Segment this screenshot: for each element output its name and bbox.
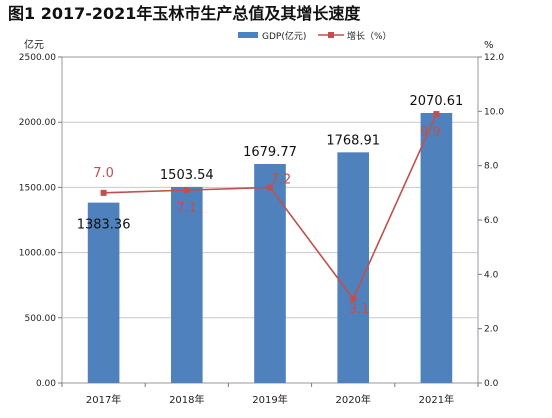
left-tick-label: 1500.00 xyxy=(19,183,56,193)
growth-point-label: 9.9 xyxy=(420,125,441,140)
growth-point xyxy=(433,111,440,118)
x-tick-label: 2018年 xyxy=(169,393,204,406)
right-axis-unit: % xyxy=(484,40,494,51)
gdp-bar-label: 1768.91 xyxy=(326,133,380,148)
growth-point xyxy=(350,295,357,302)
right-tick-label: 10.0 xyxy=(484,107,504,117)
gdp-bar-label: 1503.54 xyxy=(160,168,214,183)
left-tick-label: 2500.00 xyxy=(19,53,56,63)
x-tick-label: 2020年 xyxy=(335,393,370,406)
left-tick-label: 500.00 xyxy=(25,314,57,324)
legend: GDP(亿元) 增长（%） xyxy=(238,30,392,42)
right-tick-label: 12.0 xyxy=(484,53,504,63)
left-tick-label: 2000.00 xyxy=(19,118,56,128)
growth-line-series xyxy=(100,111,440,302)
gdp-bar-label: 1679.77 xyxy=(243,145,297,160)
gdp-bar xyxy=(420,112,453,383)
gdp-bar-label: 1383.36 xyxy=(77,218,131,233)
right-tick-label: 6.0 xyxy=(484,216,499,226)
right-tick-label: 2.0 xyxy=(484,325,499,335)
legend-line-label: 增长（%） xyxy=(347,30,392,42)
gdp-bar xyxy=(254,163,286,383)
growth-point xyxy=(100,189,107,196)
right-tick-label: 8.0 xyxy=(484,162,499,172)
growth-line-labels: 7.0 7.1 7.2 3.1 9.9 xyxy=(93,125,440,317)
gdp-bar xyxy=(170,186,203,383)
left-tick-label: 0.00 xyxy=(36,379,56,389)
gdp-bar xyxy=(337,152,370,383)
left-axis-unit: 亿元 xyxy=(24,38,44,51)
left-axis-ticks: 0.00 500.00 1000.00 1500.00 2000.00 2500.00 xyxy=(19,53,62,389)
chart-title: 图1 2017-2021年玉林市生产总值及其增长速度 xyxy=(8,4,361,23)
legend-line-marker xyxy=(328,32,334,38)
left-tick-label: 1000.00 xyxy=(19,249,56,259)
legend-bar-label: GDP(亿元) xyxy=(262,30,306,42)
growth-point-label: 7.0 xyxy=(93,166,114,181)
gdp-bar-label: 2070.61 xyxy=(410,94,464,109)
x-tick-label: 2017年 xyxy=(86,393,121,406)
right-axis-ticks: 0.0 2.0 4.0 6.0 8.0 10.0 12.0 xyxy=(478,53,504,389)
legend-bar-swatch xyxy=(238,32,258,38)
x-tick-label: 2019年 xyxy=(252,393,287,406)
right-tick-label: 0.0 xyxy=(484,379,499,389)
growth-point-label: 7.2 xyxy=(271,172,292,187)
gdp-bars xyxy=(87,112,453,383)
growth-point xyxy=(183,187,190,194)
growth-point xyxy=(267,184,273,191)
right-tick-label: 4.0 xyxy=(484,270,499,280)
gdp-bar-labels: 1383.36 1503.54 1679.77 1768.91 2070.61 xyxy=(77,94,464,233)
growth-point-label: 3.1 xyxy=(349,302,370,317)
x-tick-label: 2021年 xyxy=(419,393,454,406)
x-axis-ticks: 2017年 2018年 2019年 2020年 2021年 xyxy=(61,383,479,406)
growth-point-label: 7.1 xyxy=(176,201,197,216)
gdp-bar xyxy=(87,202,120,383)
